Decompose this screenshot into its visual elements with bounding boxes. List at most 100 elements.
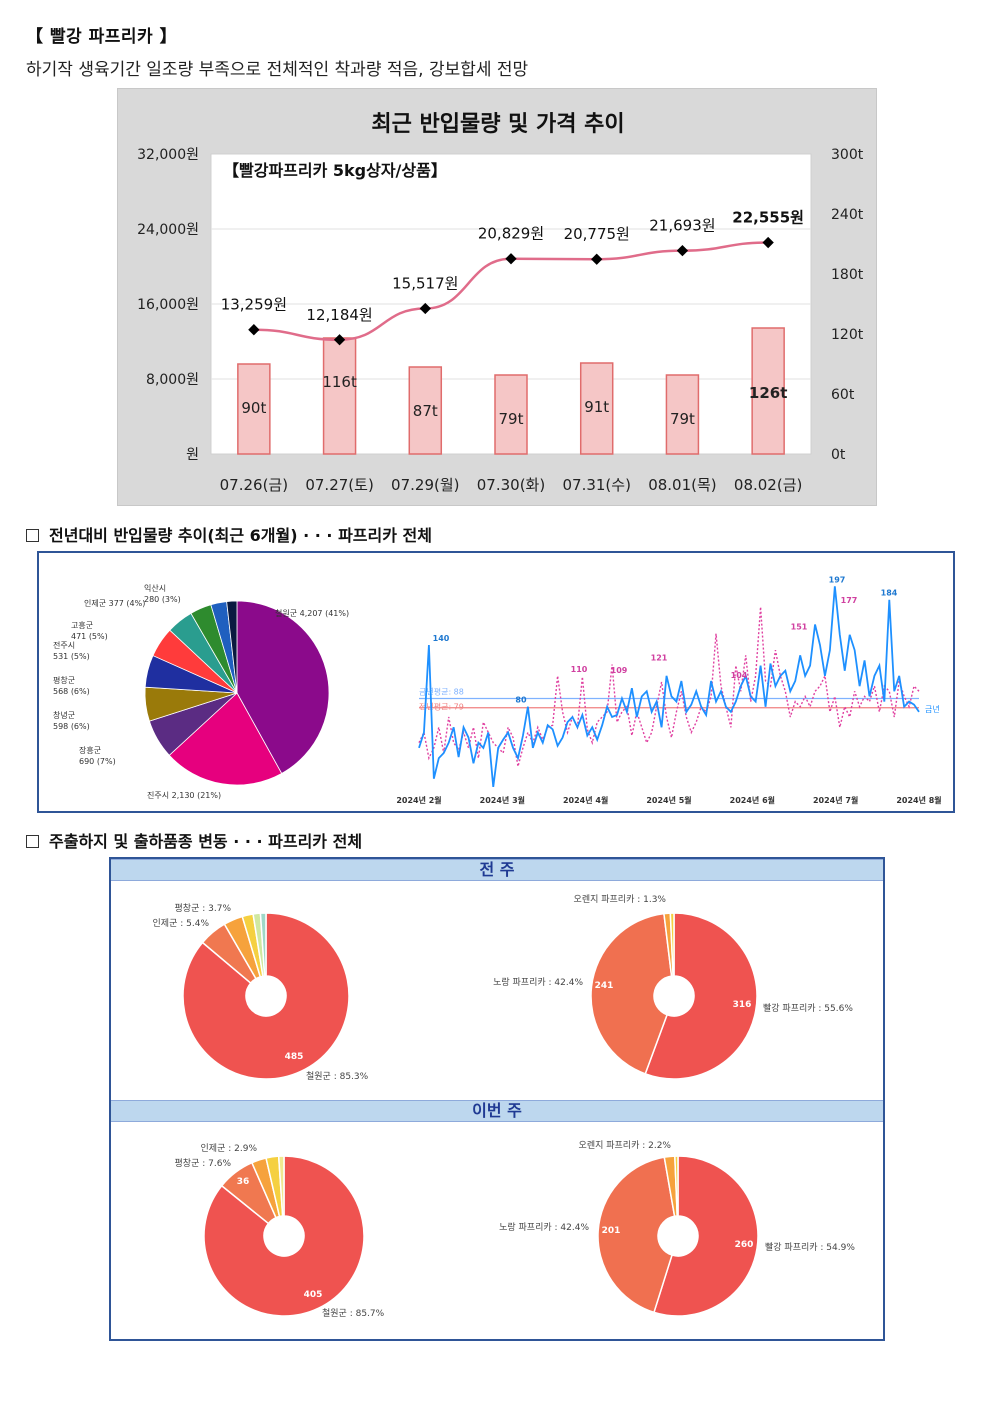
price-point xyxy=(762,236,774,249)
checkbox-square-icon xyxy=(26,835,39,848)
volume-bar xyxy=(237,363,271,455)
peak-label: 184 xyxy=(881,589,898,598)
volume-data-label: 79t xyxy=(670,410,695,428)
chart-title: 최근 반입물량 및 가격 추이 xyxy=(371,112,624,137)
pie-label-line: 고흥군 xyxy=(71,620,93,630)
price-data-label: 15,517원 xyxy=(392,275,458,293)
x-tick-label: 08.01(목) xyxy=(648,476,716,494)
pie-slice-label: 창녕군 598 (6%) xyxy=(53,711,90,731)
section-trend-label: 전년대비 반입물량 추이(최근 6개월) · · · 파프리카 전체 xyxy=(49,526,432,545)
donut-slice xyxy=(653,1155,759,1317)
donut-slice-label: 인제군 : 2.9% xyxy=(201,1143,258,1154)
x-month-label: 2024년 2월 xyxy=(396,795,441,805)
donut-value-label: 241 xyxy=(595,981,614,991)
pie-slice-label: 평창군 568 (6%) xyxy=(53,675,90,696)
x-tick-label: 07.29(월) xyxy=(391,476,459,494)
donut-slice xyxy=(203,1155,365,1317)
x-tick-label: 07.31(수) xyxy=(562,476,630,494)
checkbox-square-icon xyxy=(26,529,39,542)
donut-slice xyxy=(182,912,350,1080)
y-right-tick-label: 240t xyxy=(831,207,864,223)
pie-label-line: 690 (7%) xyxy=(79,757,116,766)
donut-charts: 철원군 : 85.3%485 인제군 : 5.4% 평창군 : 3.7% 빨강 파프리… xyxy=(153,894,856,1319)
donut-slice xyxy=(669,912,675,977)
donut-slice xyxy=(597,1156,676,1314)
section-trend-heading: 전년대비 반입물량 추이(최근 6개월) · · · 파프리카 전체 xyxy=(26,522,432,546)
donut-slice-label: 노랑 파프리카 : 42.4% xyxy=(499,1221,589,1233)
y-right-tick-label: 120t xyxy=(831,327,864,343)
volume-bar xyxy=(408,366,443,455)
donut-slice xyxy=(277,1155,285,1217)
price-point xyxy=(591,253,603,265)
donut-slice xyxy=(259,912,267,977)
price-data-label: 12,184원 xyxy=(306,306,372,324)
x-tick-label: 07.27(토) xyxy=(305,476,373,494)
band-prev-week: 전 주 xyxy=(111,859,883,881)
origin-pie-chart: 철원군 4,207 (41%) 진주시 2,130 (21%) 장흥군 690 (7%… xyxy=(53,583,349,800)
donut-slice xyxy=(644,912,758,1080)
volume-data-label: 126t xyxy=(749,384,787,402)
donut-slice-label: 철원군 : 85.3% xyxy=(306,1071,369,1082)
donut-slice-label: 평창군 : 3.7% xyxy=(175,903,232,914)
y-right-tick-label: 180t xyxy=(831,267,864,283)
donut-slice-label: 오렌지 파프리카 : 1.3% xyxy=(574,894,667,905)
y-right-tick-label: 60t xyxy=(831,387,855,403)
volume-bar xyxy=(494,374,528,455)
x-month-label: 2024년 6월 xyxy=(730,795,775,805)
pie-slice xyxy=(168,692,283,786)
pie-slice xyxy=(226,600,238,694)
peak-label: 177 xyxy=(841,596,858,605)
pie-label-line: 471 (5%) xyxy=(71,632,108,641)
donut-slice-label: 빨강 파프리카 : 55.6% xyxy=(763,1003,853,1014)
volume-data-label: 116t xyxy=(322,373,357,391)
series-legend-label: 금년 xyxy=(925,704,940,714)
x-month-label: 2024년 5월 xyxy=(646,795,691,805)
pie-label-line: 568 (6%) xyxy=(53,687,90,696)
volume-data-label: 79t xyxy=(499,410,524,428)
x-month-label: 2024년 8월 xyxy=(896,795,941,805)
peak-label: 80 xyxy=(515,696,527,705)
series-line-this-year xyxy=(418,586,920,788)
price-volume-chart-panel: 최근 반입물량 및 가격 추이 【빨강파프리카 5kg상자/상품】 원 8,000원 1… xyxy=(117,88,877,506)
donut-slice xyxy=(674,1155,679,1217)
pie-slice-label: 고흥군 471 (5%) xyxy=(71,620,108,641)
shipping-panel: 전 주 이번 주 철원군 : 85.3% 485 인제군 : 5.4% 평창군 : 3… xyxy=(109,857,885,1341)
volume-data-label: 91t xyxy=(584,398,609,416)
y-right-tick-label: 0t xyxy=(831,447,846,463)
donut-value-label: 36 xyxy=(237,1177,250,1187)
pie-label-line: 598 (6%) xyxy=(53,722,90,731)
x-month-label: 2024년 7월 xyxy=(813,795,858,805)
peak-label: 140 xyxy=(433,634,450,643)
volume-bar xyxy=(751,327,785,455)
pie-label-line: 창녕군 xyxy=(53,711,75,720)
price-point xyxy=(505,253,517,265)
x-month-label: 2024년 3월 xyxy=(480,795,525,805)
pie-label-line: 익산시 xyxy=(144,583,166,593)
pie-slice-label: 철원군 4,207 (41%) xyxy=(275,608,349,618)
donut-slice-label: 오렌지 파프리카 : 2.2% xyxy=(579,1140,672,1151)
pie-label-line: 280 (3%) xyxy=(144,595,181,604)
average-line-label: 전년평균: 79 xyxy=(419,702,464,712)
section-shipping-heading: 주출하지 및 출하품종 변동 · · · 파프리카 전체 xyxy=(26,828,362,852)
donut-slice-label: 노랑 파프리카 : 42.4% xyxy=(493,976,583,988)
donut-slice-label: 평창군 : 7.6% xyxy=(175,1158,232,1169)
price-point xyxy=(419,302,431,315)
pie-label-line: 장흥군 xyxy=(79,745,101,755)
volume-bar xyxy=(322,337,357,455)
donut-value-label: 260 xyxy=(735,1240,754,1250)
pie-slice-label: 전주시 531 (5%) xyxy=(53,640,90,661)
pie-label-line: 평창군 xyxy=(53,675,75,685)
y-left-tick-label: 원 xyxy=(186,447,199,463)
band-this-week: 이번 주 xyxy=(111,1100,883,1122)
chart-subtitle: 【빨강파프리카 5kg상자/상품】 xyxy=(223,161,447,180)
donut-value-label: 405 xyxy=(304,1290,323,1300)
volume-bar xyxy=(665,374,700,455)
yoy-volume-line-chart: 금년평균: 88 전년평균: 79 금년 140 80 197 184 110 109 121 10… xyxy=(396,575,941,805)
section-shipping-label: 주출하지 및 출하품종 변동 · · · 파프리카 전체 xyxy=(49,832,363,851)
donut-value-label: 316 xyxy=(733,1000,752,1010)
price-data-label: 20,775원 xyxy=(564,225,630,243)
donut-value-label: 201 xyxy=(602,1226,621,1236)
peak-label: 109 xyxy=(611,666,628,675)
y-left-tick-label: 16,000원 xyxy=(137,297,199,313)
price-data-label: 22,555원 xyxy=(732,209,804,227)
